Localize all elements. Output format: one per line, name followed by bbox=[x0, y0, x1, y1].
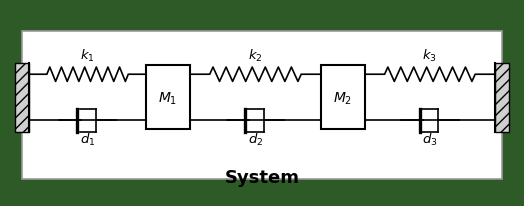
Bar bbox=[15, 63, 29, 132]
Text: $d_1$: $d_1$ bbox=[80, 131, 95, 147]
Text: $d_2$: $d_2$ bbox=[248, 131, 263, 147]
Text: $d_3$: $d_3$ bbox=[422, 131, 438, 147]
Text: $M_1$: $M_1$ bbox=[158, 90, 178, 106]
Text: System: System bbox=[224, 168, 300, 186]
Text: $k_3$: $k_3$ bbox=[422, 47, 438, 63]
Bar bbox=[321, 66, 365, 130]
Bar bbox=[495, 63, 509, 132]
FancyBboxPatch shape bbox=[21, 31, 503, 179]
Bar bbox=[146, 66, 190, 130]
Text: $M_2$: $M_2$ bbox=[333, 90, 353, 106]
Text: $k_2$: $k_2$ bbox=[248, 47, 263, 63]
Text: $k_1$: $k_1$ bbox=[80, 47, 95, 63]
